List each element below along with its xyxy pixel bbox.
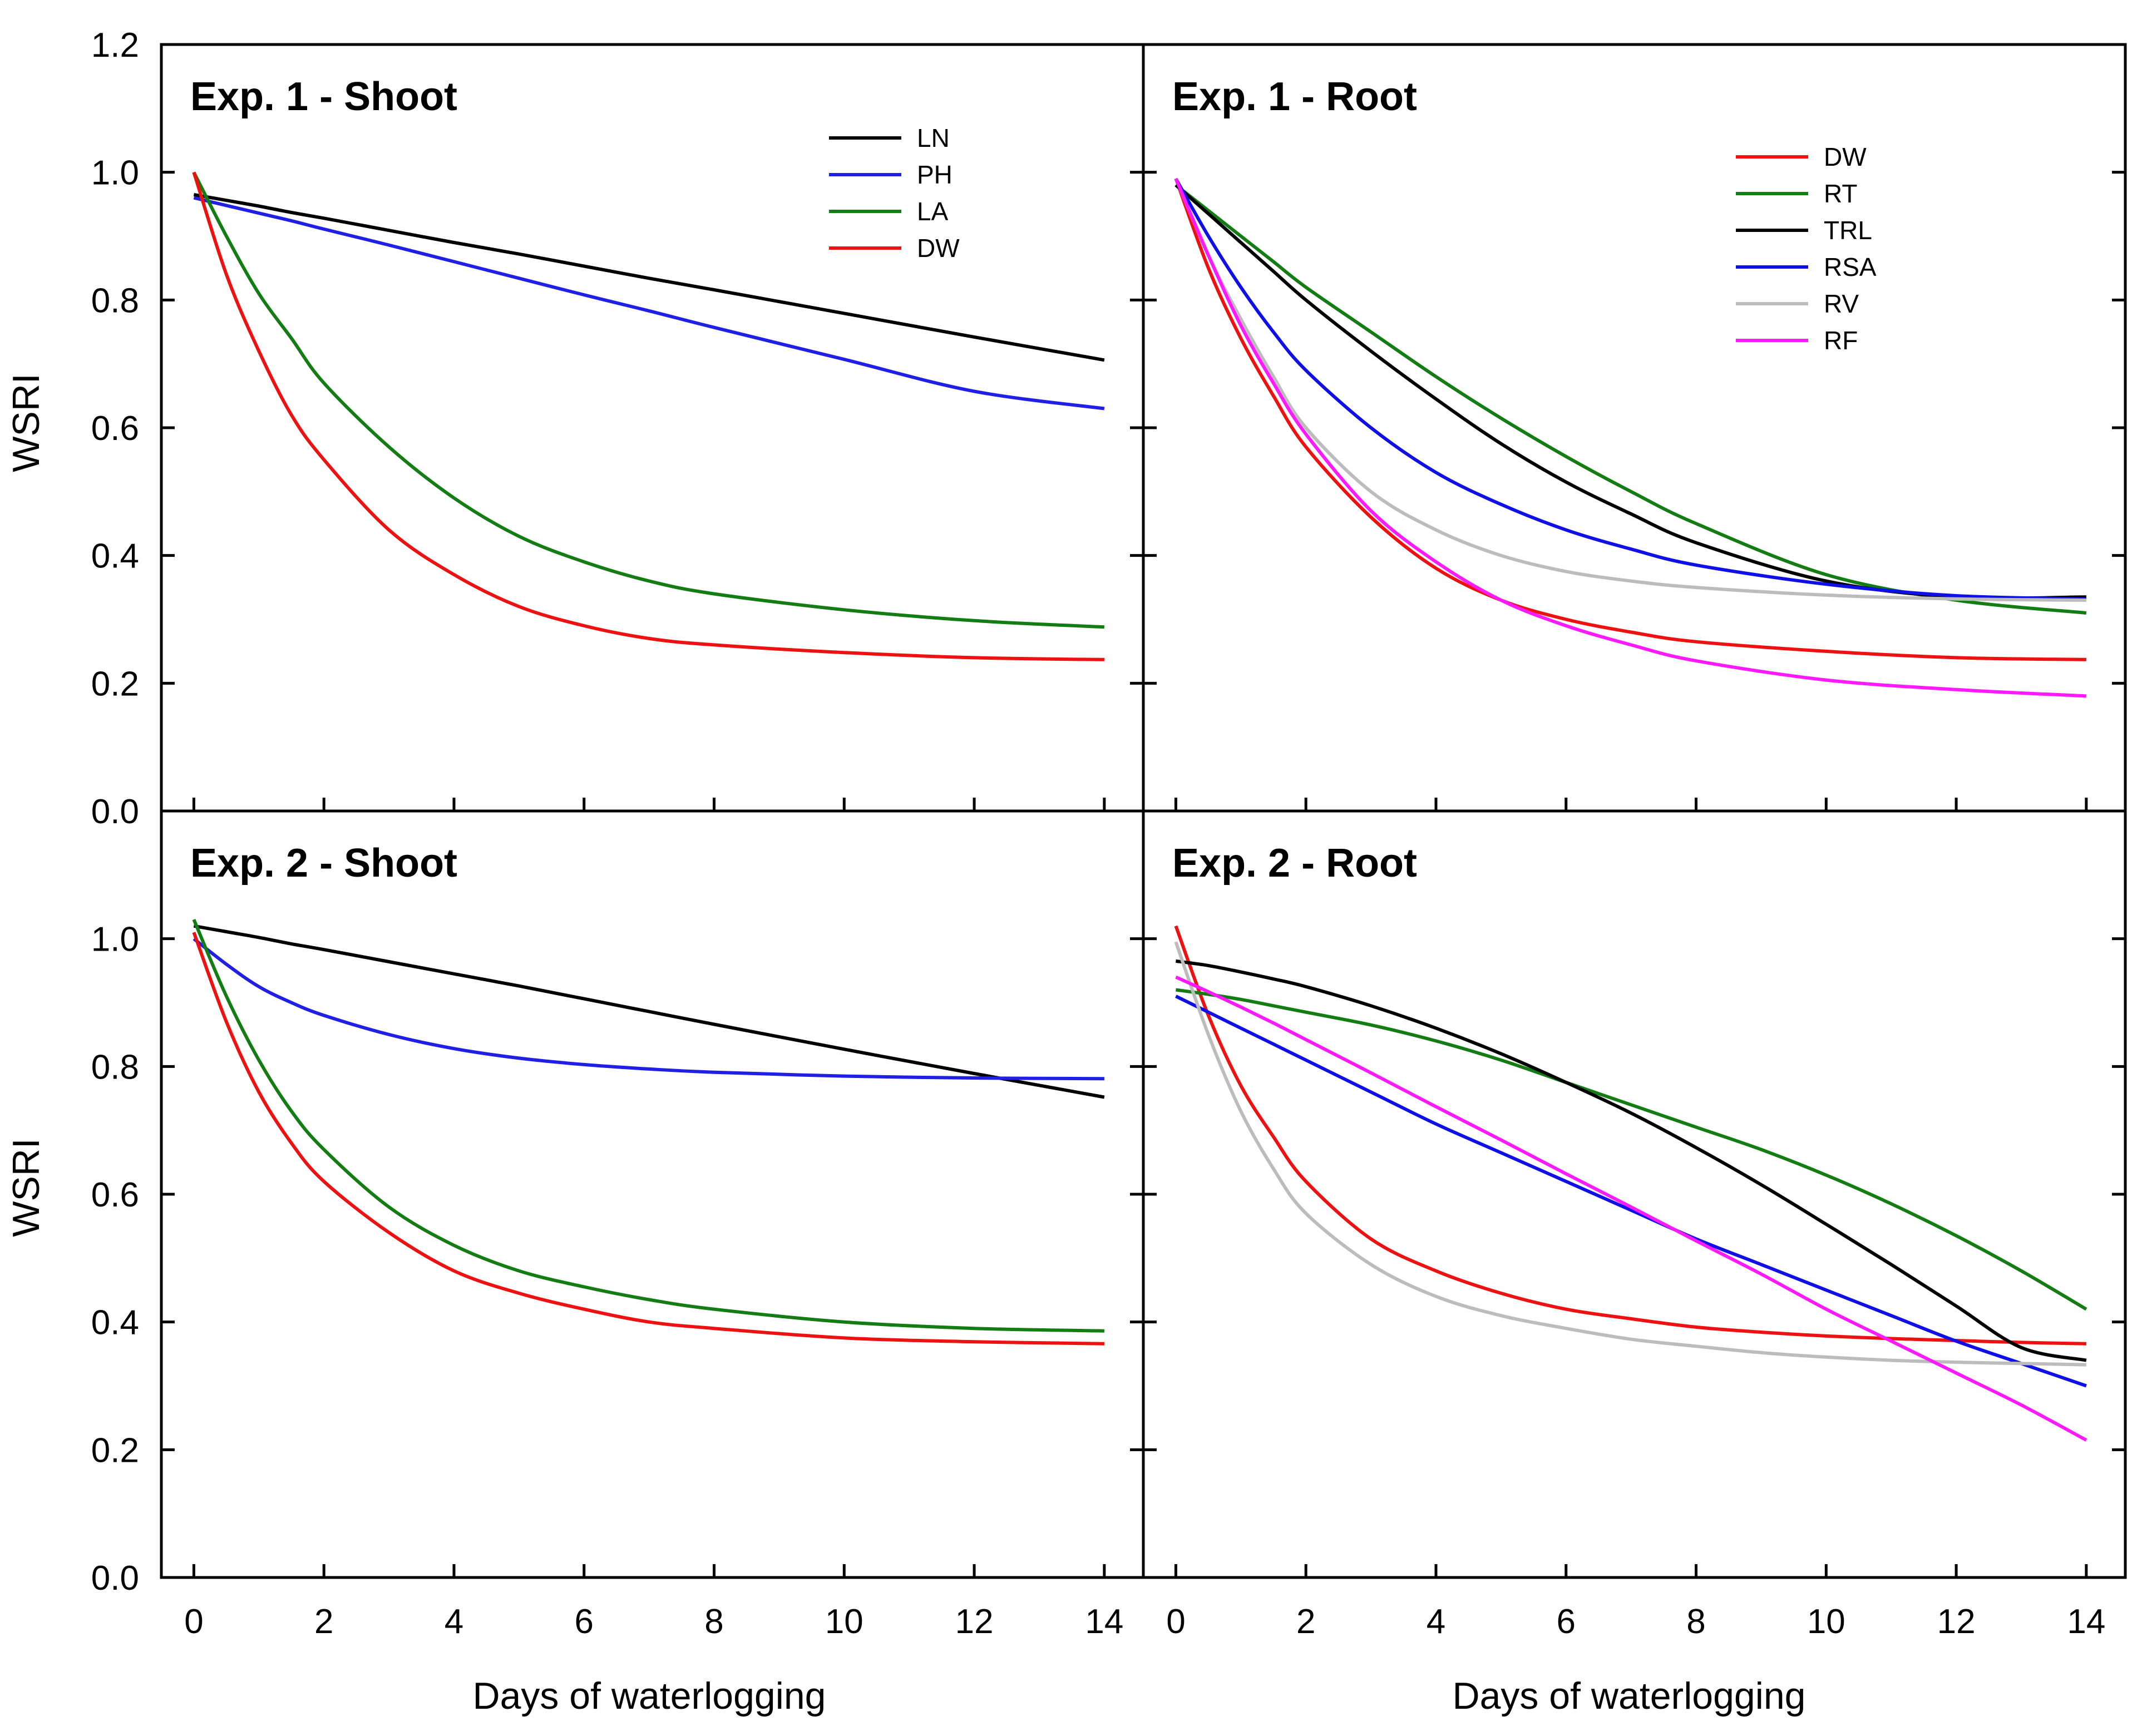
p4-x-tick-label: 4 xyxy=(1427,1603,1445,1641)
p2-legend-label-rt: RT xyxy=(1824,179,1858,208)
p3-x-tick-label: 2 xyxy=(314,1603,333,1641)
y-axis-title-top: WSRI xyxy=(5,373,47,472)
p2-legend: DW RT TRL RSA RV RF xyxy=(1736,142,1877,355)
p3-series-la-line xyxy=(192,919,1104,1333)
p4-series-rv-line xyxy=(1174,941,2086,1367)
panel-exp1-root: Exp. 1 - Root DW RT TRL RSA RV RF xyxy=(1142,43,2127,813)
p2-legend-label-trl: TRL xyxy=(1824,216,1872,245)
p2-series-rsa-line xyxy=(1174,177,2086,601)
p4-series-dw-line xyxy=(1174,925,2086,1346)
p3-series-ph-line xyxy=(193,937,1104,1081)
x-axis-title-right: Days of waterlogging xyxy=(1452,1675,1805,1717)
p3-x-tick-label: 14 xyxy=(1085,1603,1123,1641)
p3-y-tick-label: 0.0 xyxy=(91,1559,139,1597)
p3-series-dw-line xyxy=(192,932,1104,1346)
p4-panel-title: Exp. 2 - Root xyxy=(1172,841,1417,886)
y-axis-title-bottom: WSRI xyxy=(5,1138,47,1237)
x-axis-title-left: Days of waterlogging xyxy=(472,1675,826,1717)
p1-y-tick-label: 1.2 xyxy=(91,26,139,65)
p3-y-tick-label: 0.8 xyxy=(91,1048,139,1086)
p1-y-tick-label: 0.0 xyxy=(91,793,139,831)
p1-series-ln-line xyxy=(193,192,1105,362)
p2-series-rt-line xyxy=(1174,184,2087,615)
p3-y-tick-label: 1.0 xyxy=(91,921,139,959)
p1-y-tick-label: 0.6 xyxy=(91,409,139,448)
p2-legend-label-rsa: RSA xyxy=(1824,253,1877,281)
p3-x-tick-label: 0 xyxy=(184,1603,203,1641)
p4-series-rsa-line xyxy=(1175,995,2087,1388)
p3-panel-title: Exp. 2 - Shoot xyxy=(190,841,457,886)
p2-series-rv-line xyxy=(1174,177,2086,602)
p1-y-tick-label: 0.4 xyxy=(91,537,139,576)
p4-x-tick-label: 14 xyxy=(2067,1603,2105,1641)
p1-legend: LN PH LA DW xyxy=(829,123,960,263)
p4-series-trl-line xyxy=(1176,959,2087,1362)
p3-x-tick-label: 4 xyxy=(445,1603,463,1641)
p4-x-tick-label: 10 xyxy=(1807,1603,1845,1641)
p3-x-tick-label: 6 xyxy=(575,1603,594,1641)
p1-y-tick-label: 1.0 xyxy=(91,154,139,192)
p2-series-rf-line xyxy=(1174,177,2087,698)
p3-x-tick-label: 12 xyxy=(955,1603,994,1641)
p3-series-ln-line xyxy=(193,924,1105,1099)
p1-y-tick-label: 0.8 xyxy=(91,281,139,320)
p1-legend-label-dw: DW xyxy=(917,234,960,263)
p1-series-dw-line xyxy=(192,171,1104,661)
p2-legend-label-dw: DW xyxy=(1824,142,1867,171)
p4-series-rt-line xyxy=(1175,988,2087,1311)
p3-x-tick-label: 8 xyxy=(704,1603,723,1641)
p2-panel-title: Exp. 1 - Root xyxy=(1172,75,1417,119)
p3-y-tick-label: 0.6 xyxy=(91,1176,139,1214)
p4-series-rf-line xyxy=(1175,975,2087,1442)
p4-x-tick-label: 12 xyxy=(1937,1603,1976,1641)
p1-legend-label-la: LA xyxy=(917,197,949,226)
p3-y-tick-label: 0.2 xyxy=(91,1431,139,1470)
p1-legend-label-ph: PH xyxy=(917,160,952,189)
p3-y-tick-label: 0.4 xyxy=(91,1304,139,1342)
p4-x-tick-label: 0 xyxy=(1166,1603,1185,1641)
p4-x-tick-label: 8 xyxy=(1686,1603,1705,1641)
p1-legend-label-ln: LN xyxy=(917,123,950,152)
p3-x-tick-label: 10 xyxy=(825,1603,863,1641)
p1-series-ph-line xyxy=(193,196,1105,410)
p1-panel-title: Exp. 1 - Shoot xyxy=(190,75,457,119)
p1-series-la-line xyxy=(192,171,1105,629)
p4-x-tick-label: 2 xyxy=(1296,1603,1315,1641)
p1-y-tick-label: 0.2 xyxy=(91,665,139,703)
p4-x-tick-label: 6 xyxy=(1557,1603,1576,1641)
p2-legend-label-rf: RF xyxy=(1824,326,1858,355)
panel-exp2-root: 0 2 4 6 8 10 12 14 Exp. 2 - Root xyxy=(1142,809,2127,1641)
p2-legend-label-rv: RV xyxy=(1824,289,1859,318)
